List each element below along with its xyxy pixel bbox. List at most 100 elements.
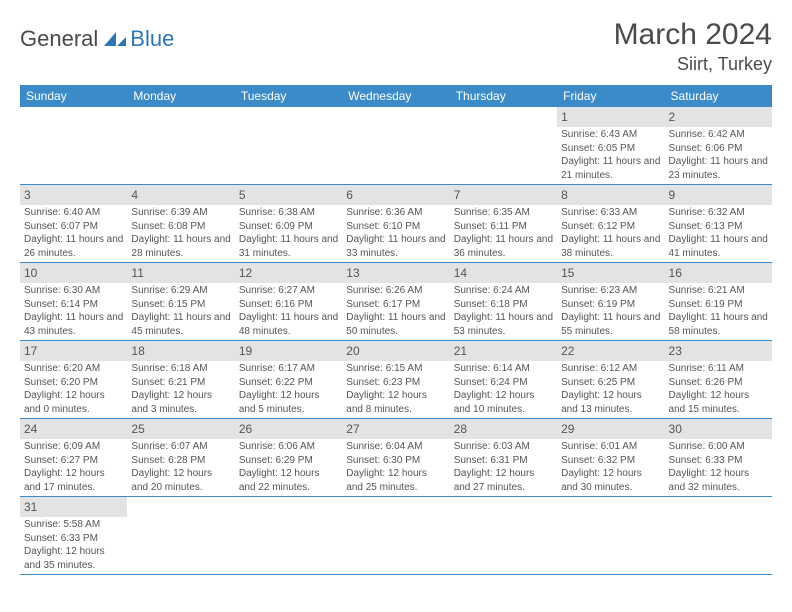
calendar-week-row: 17 Sunrise: 6:20 AMSunset: 6:20 PMDayligh… [20, 341, 772, 419]
calendar-week-row: 3Sunrise: 6:40 AMSunset: 6:07 PMDaylight… [20, 185, 772, 263]
logo-text-blue: Blue [130, 26, 174, 52]
calendar-cell: 12 Sunrise: 6:27 AMSunset: 6:16 PMDayligh… [235, 263, 342, 341]
day-number: 24 [24, 422, 37, 436]
day-number: 13 [346, 266, 359, 280]
day-detail: Sunrise: 6:17 AMSunset: 6:22 PMDaylight:… [235, 361, 342, 418]
calendar-cell [20, 107, 127, 185]
day-number: 14 [454, 266, 467, 280]
calendar-cell: 29Sunrise: 6:01 AMSunset: 6:32 PMDayligh… [557, 419, 664, 497]
day-number-row: 2 [665, 107, 772, 127]
day-detail: Sunrise: 6:36 AMSunset: 6:10 PMDaylight:… [342, 205, 449, 262]
day-number: 5 [239, 188, 246, 202]
day-detail: Sunrise: 6:40 AMSunset: 6:07 PMDaylight:… [20, 205, 127, 262]
calendar-cell: 20Sunrise: 6:15 AMSunset: 6:23 PMDayligh… [342, 341, 449, 419]
day-number-row: 14 [450, 263, 557, 283]
logo-text-general: General [20, 26, 98, 52]
day-number: 7 [454, 188, 461, 202]
header: General Blue March 2024 Siirt, Turkey [20, 18, 772, 75]
day-number-row: 23 [665, 341, 772, 361]
calendar-cell: 9Sunrise: 6:32 AMSunset: 6:13 PMDaylight… [665, 185, 772, 263]
day-number-row: 29 [557, 419, 664, 439]
day-number: 26 [239, 422, 252, 436]
calendar-cell [342, 497, 449, 575]
calendar-cell: 15Sunrise: 6:23 AMSunset: 6:19 PMDayligh… [557, 263, 664, 341]
calendar-cell: 10Sunrise: 6:30 AMSunset: 6:14 PMDayligh… [20, 263, 127, 341]
calendar-header-row: SundayMondayTuesdayWednesdayThursdayFrid… [20, 85, 772, 107]
day-number-row: 25 [127, 419, 234, 439]
day-number-row: 9 [665, 185, 772, 205]
calendar-cell: 27Sunrise: 6:04 AMSunset: 6:30 PMDayligh… [342, 419, 449, 497]
calendar-cell: 25Sunrise: 6:07 AMSunset: 6:28 PMDayligh… [127, 419, 234, 497]
day-number-row: 10 [20, 263, 127, 283]
calendar-cell: 11Sunrise: 6:29 AMSunset: 6:15 PMDayligh… [127, 263, 234, 341]
day-number-row: 3 [20, 185, 127, 205]
calendar-cell [557, 497, 664, 575]
calendar-cell: 19 Sunrise: 6:17 AMSunset: 6:22 PMDayligh… [235, 341, 342, 419]
page-title: March 2024 [614, 18, 772, 52]
day-detail: Sunrise: 6:27 AMSunset: 6:16 PMDaylight:… [235, 283, 342, 340]
calendar-cell [235, 107, 342, 185]
day-detail: Sunrise: 6:14 AMSunset: 6:24 PMDaylight:… [450, 361, 557, 418]
day-detail: Sunrise: 6:03 AMSunset: 6:31 PMDaylight:… [450, 439, 557, 496]
day-number-row: 15 [557, 263, 664, 283]
day-number: 12 [239, 266, 252, 280]
day-number-row: 8 [557, 185, 664, 205]
day-number: 17 [24, 344, 37, 358]
day-number-row: 13 [342, 263, 449, 283]
day-detail: Sunrise: 6:06 AMSunset: 6:29 PMDaylight:… [235, 439, 342, 496]
calendar-cell: 23Sunrise: 6:11 AMSunset: 6:26 PMDayligh… [665, 341, 772, 419]
calendar-week-row: 24 Sunrise: 6:09 AMSunset: 6:27 PMDayligh… [20, 419, 772, 497]
day-number-row: 16 [665, 263, 772, 283]
calendar-cell: 6Sunrise: 6:36 AMSunset: 6:10 PMDaylight… [342, 185, 449, 263]
day-number: 27 [346, 422, 359, 436]
day-detail: Sunrise: 6:42 AMSunset: 6:06 PMDaylight:… [665, 127, 772, 184]
calendar-cell: 24 Sunrise: 6:09 AMSunset: 6:27 PMDayligh… [20, 419, 127, 497]
day-number-row: 5 [235, 185, 342, 205]
day-header: Tuesday [235, 85, 342, 107]
day-number-row: 7 [450, 185, 557, 205]
calendar-cell: 4Sunrise: 6:39 AMSunset: 6:08 PMDaylight… [127, 185, 234, 263]
calendar-cell: 30Sunrise: 6:00 AMSunset: 6:33 PMDayligh… [665, 419, 772, 497]
calendar-week-row: 1Sunrise: 6:43 AMSunset: 6:05 PMDaylight… [20, 107, 772, 185]
day-number: 2 [669, 110, 676, 124]
day-number-row: 6 [342, 185, 449, 205]
calendar-cell: 26 Sunrise: 6:06 AMSunset: 6:29 PMDayligh… [235, 419, 342, 497]
calendar-cell [342, 107, 449, 185]
calendar-cell [450, 497, 557, 575]
day-number: 4 [131, 188, 138, 202]
day-number: 19 [239, 344, 252, 358]
day-header: Saturday [665, 85, 772, 107]
day-detail: Sunrise: 6:21 AMSunset: 6:19 PMDaylight:… [665, 283, 772, 340]
day-number: 9 [669, 188, 676, 202]
day-number: 23 [669, 344, 682, 358]
day-number-row: 26 [235, 419, 342, 439]
day-number-row: 18 [127, 341, 234, 361]
calendar-cell [127, 497, 234, 575]
day-number: 25 [131, 422, 144, 436]
day-number: 18 [131, 344, 144, 358]
calendar-cell: 2 Sunrise: 6:42 AMSunset: 6:06 PMDaylight… [665, 107, 772, 185]
day-number-row: 12 [235, 263, 342, 283]
day-detail: Sunrise: 6:29 AMSunset: 6:15 PMDaylight:… [127, 283, 234, 340]
day-detail: Sunrise: 6:20 AMSunset: 6:20 PMDaylight:… [20, 361, 127, 418]
day-number-row: 19 [235, 341, 342, 361]
day-header: Friday [557, 85, 664, 107]
day-detail: Sunrise: 6:23 AMSunset: 6:19 PMDaylight:… [557, 283, 664, 340]
day-number: 28 [454, 422, 467, 436]
day-number-row: 31 [20, 497, 127, 517]
day-number: 20 [346, 344, 359, 358]
day-number-row: 27 [342, 419, 449, 439]
calendar-cell: 5 Sunrise: 6:38 AMSunset: 6:09 PMDaylight… [235, 185, 342, 263]
day-detail: Sunrise: 6:38 AMSunset: 6:09 PMDaylight:… [235, 205, 342, 262]
calendar-cell: 14 Sunrise: 6:24 AMSunset: 6:18 PMDayligh… [450, 263, 557, 341]
day-number-row: 4 [127, 185, 234, 205]
day-detail: Sunrise: 6:09 AMSunset: 6:27 PMDaylight:… [20, 439, 127, 496]
day-number-row: 22 [557, 341, 664, 361]
day-number: 16 [669, 266, 682, 280]
calendar-cell: 17 Sunrise: 6:20 AMSunset: 6:20 PMDayligh… [20, 341, 127, 419]
day-detail: Sunrise: 5:58 AMSunset: 6:33 PMDaylight:… [20, 517, 127, 574]
calendar-cell: 18Sunrise: 6:18 AMSunset: 6:21 PMDayligh… [127, 341, 234, 419]
day-header: Sunday [20, 85, 127, 107]
logo: General Blue [20, 26, 174, 52]
day-detail: Sunrise: 6:24 AMSunset: 6:18 PMDaylight:… [450, 283, 557, 340]
